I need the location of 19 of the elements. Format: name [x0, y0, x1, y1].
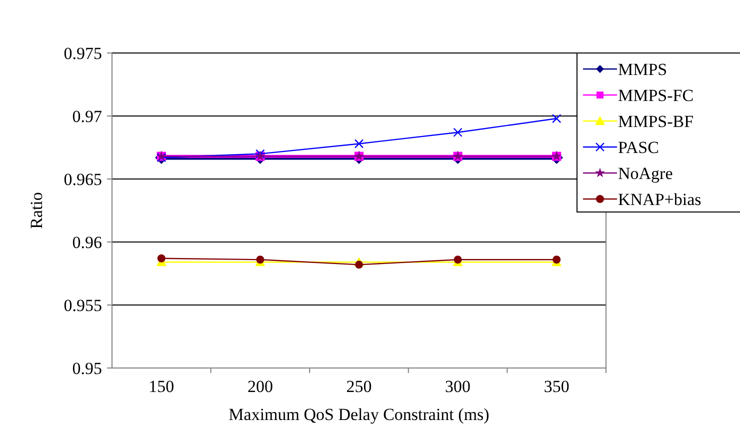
x-tick-label: 250 [346, 377, 372, 396]
y-tick-label: 0.955 [64, 296, 102, 315]
y-tick-label: 0.97 [72, 106, 102, 126]
y-tick-label: 0.96 [72, 232, 102, 252]
legend-label: MMPS-BF [618, 112, 694, 131]
x-tick-label: 150 [148, 377, 174, 396]
x-axis-title: Maximum QoS Delay Constraint (ms) [228, 405, 490, 424]
legend-label: KNAP+bias [618, 190, 702, 209]
y-tick-label: 0.975 [64, 44, 102, 63]
y-axis-title: Ratio [27, 192, 46, 229]
legend-label: PASC [618, 138, 659, 157]
legend-label: NoAgre [618, 164, 673, 183]
legend-label: MMPS [618, 60, 668, 79]
x-tick-label: 300 [445, 377, 471, 396]
y-tick-label: 0.965 [64, 170, 102, 189]
x-tick-label: 350 [544, 377, 570, 396]
y-tick-label: 0.95 [72, 358, 102, 378]
x-tick-label: 200 [247, 377, 273, 396]
legend-label: MMPS-FC [618, 86, 694, 105]
